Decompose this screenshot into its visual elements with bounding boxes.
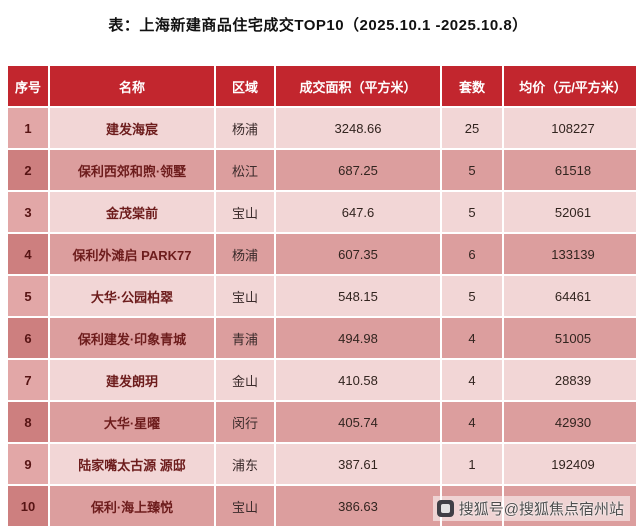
cell-serial: 4 — [6, 232, 50, 276]
cell-name: 保利·海上臻悦 — [48, 484, 216, 528]
cell-region: 浦东 — [214, 442, 276, 486]
cell-price: 64461 — [502, 274, 636, 318]
table-row: 1 建发海宸 杨浦 3248.66 25 108227 — [6, 106, 636, 150]
cell-serial: 2 — [6, 148, 50, 192]
cell-serial: 6 — [6, 316, 50, 360]
cell-units: 1 — [440, 442, 504, 486]
header-area: 成交面积（平方米） — [274, 64, 442, 108]
cell-name: 陆家嘴太古源 源邸 — [48, 442, 216, 486]
cell-serial: 1 — [6, 106, 50, 150]
table-row: 6 保利建发·印象青城 青浦 494.98 4 51005 — [6, 316, 636, 360]
cell-units: 4 — [440, 316, 504, 360]
header-name: 名称 — [48, 64, 216, 108]
cell-serial: 9 — [6, 442, 50, 486]
table-row: 3 金茂棠前 宝山 647.6 5 52061 — [6, 190, 636, 234]
cell-price: 52061 — [502, 190, 636, 234]
cell-units: 4 — [440, 358, 504, 402]
cell-region: 松江 — [214, 148, 276, 192]
header-price: 均价（元/平方米） — [502, 64, 636, 108]
cell-price: 28839 — [502, 358, 636, 402]
cell-region: 宝山 — [214, 190, 276, 234]
cell-region: 杨浦 — [214, 232, 276, 276]
table-row: 5 大华·公园柏翠 宝山 548.15 5 64461 — [6, 274, 636, 318]
cell-area: 607.35 — [274, 232, 442, 276]
header-row: 序号 名称 区域 成交面积（平方米） 套数 均价（元/平方米） — [6, 64, 636, 108]
cell-area: 647.6 — [274, 190, 442, 234]
table-row: 9 陆家嘴太古源 源邸 浦东 387.61 1 192409 — [6, 442, 636, 486]
watermark: 搜狐号@搜狐焦点宿州站 — [432, 496, 630, 521]
cell-price: 61518 — [502, 148, 636, 192]
cell-name: 大华·公园柏翠 — [48, 274, 216, 318]
sohu-logo-icon — [436, 500, 454, 517]
cell-area: 548.15 — [274, 274, 442, 318]
cell-serial: 5 — [6, 274, 50, 318]
watermark-text: 搜狐号@搜狐焦点宿州站 — [458, 501, 624, 518]
cell-name: 保利建发·印象青城 — [48, 316, 216, 360]
cell-serial: 8 — [6, 400, 50, 444]
cell-region: 杨浦 — [214, 106, 276, 150]
header-units: 套数 — [440, 64, 504, 108]
cell-region: 金山 — [214, 358, 276, 402]
top10-table: 序号 名称 区域 成交面积（平方米） 套数 均价（元/平方米） 1 建发海宸 杨浦 3… — [6, 64, 636, 528]
cell-units: 4 — [440, 400, 504, 444]
page-title: 表：上海新建商品住宅成交TOP10（2025.10.1 -2025.10.8） — [108, 17, 528, 34]
cell-price: 108227 — [502, 106, 636, 150]
cell-units: 6 — [440, 232, 504, 276]
cell-price: 192409 — [502, 442, 636, 486]
table-row: 7 建发朗玥 金山 410.58 4 28839 — [6, 358, 636, 402]
cell-name: 大华·星曜 — [48, 400, 216, 444]
cell-name: 金茂棠前 — [48, 190, 216, 234]
cell-area: 410.58 — [274, 358, 442, 402]
cell-area: 494.98 — [274, 316, 442, 360]
cell-name: 建发朗玥 — [48, 358, 216, 402]
header-serial: 序号 — [6, 64, 50, 108]
cell-area: 3248.66 — [274, 106, 442, 150]
cell-serial: 7 — [6, 358, 50, 402]
cell-units: 25 — [440, 106, 504, 150]
cell-price: 51005 — [502, 316, 636, 360]
cell-region: 宝山 — [214, 274, 276, 318]
table-row: 2 保利西郊和煦·领墅 松江 687.25 5 61518 — [6, 148, 636, 192]
cell-area: 405.74 — [274, 400, 442, 444]
cell-region: 宝山 — [214, 484, 276, 528]
cell-region: 青浦 — [214, 316, 276, 360]
cell-area: 687.25 — [274, 148, 442, 192]
table-row: 4 保利外滩启 PARK77 杨浦 607.35 6 133139 — [6, 232, 636, 276]
table-row: 8 大华·星曜 闵行 405.74 4 42930 — [6, 400, 636, 444]
cell-name: 建发海宸 — [48, 106, 216, 150]
cell-name: 保利西郊和煦·领墅 — [48, 148, 216, 192]
cell-serial: 10 — [6, 484, 50, 528]
cell-units: 5 — [440, 190, 504, 234]
cell-area: 387.61 — [274, 442, 442, 486]
cell-area: 386.63 — [274, 484, 442, 528]
table-body: 1 建发海宸 杨浦 3248.66 25 108227 2 保利西郊和煦·领墅 松江 687.25… — [6, 106, 636, 528]
cell-serial: 3 — [6, 190, 50, 234]
cell-price: 42930 — [502, 400, 636, 444]
cell-units: 5 — [440, 274, 504, 318]
cell-name: 保利外滩启 PARK77 — [48, 232, 216, 276]
header-region: 区域 — [214, 64, 276, 108]
cell-units: 5 — [440, 148, 504, 192]
cell-region: 闵行 — [214, 400, 276, 444]
cell-price: 133139 — [502, 232, 636, 276]
